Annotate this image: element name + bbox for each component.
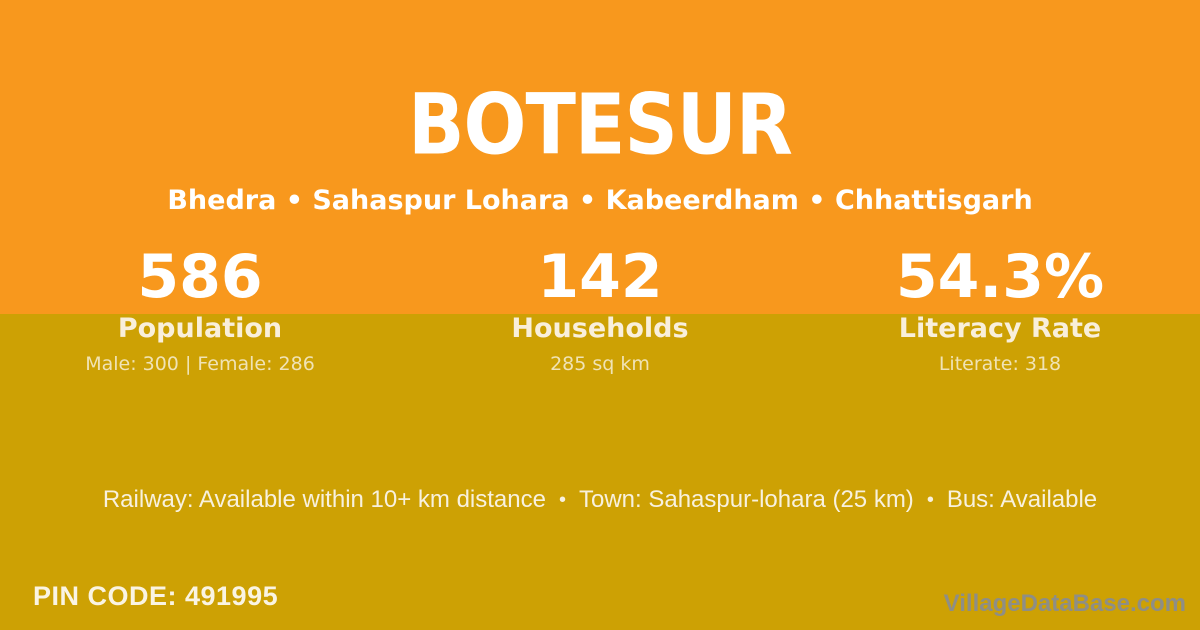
railway-info: Railway: Available within 10+ km distanc…	[102, 486, 546, 513]
town-info: Town: Sahaspur-lohara (25 km)	[578, 486, 914, 513]
bus-info: Bus: Available	[946, 486, 1098, 513]
transport-info-line: Railway: Available within 10+ km distanc…	[0, 485, 1200, 515]
literacy-detail: Literate: 318	[938, 353, 1062, 375]
stat-population: 586 Population Male: 300 | Female: 286	[0, 0, 400, 400]
bullet-separator: •	[558, 489, 566, 511]
gold-body-band	[0, 314, 1200, 630]
households-label: Households	[511, 313, 689, 344]
pin-code-text: PIN CODE: 491995	[33, 581, 279, 611]
stat-households: 142 Households 285 sq km	[400, 0, 800, 400]
site-watermark: VillageDataBase.com	[943, 590, 1186, 617]
location-breadcrumb: Bhedra • Sahaspur Lohara • Kabeerdham • …	[167, 185, 1033, 216]
population-detail: Male: 300 | Female: 286	[85, 353, 315, 375]
households-value: 142	[537, 242, 663, 312]
households-detail: 285 sq km	[550, 353, 650, 375]
orange-header-band	[0, 0, 1200, 314]
bullet-separator: •	[926, 489, 934, 511]
population-value: 586	[137, 242, 263, 312]
population-label: Population	[117, 313, 283, 344]
stat-literacy-rate: 54.3% Literacy Rate Literate: 318	[800, 0, 1200, 400]
village-name-title: BOTESUR	[408, 76, 793, 174]
literacy-value: 54.3%	[895, 242, 1105, 312]
literacy-label: Literacy Rate	[898, 313, 1102, 344]
